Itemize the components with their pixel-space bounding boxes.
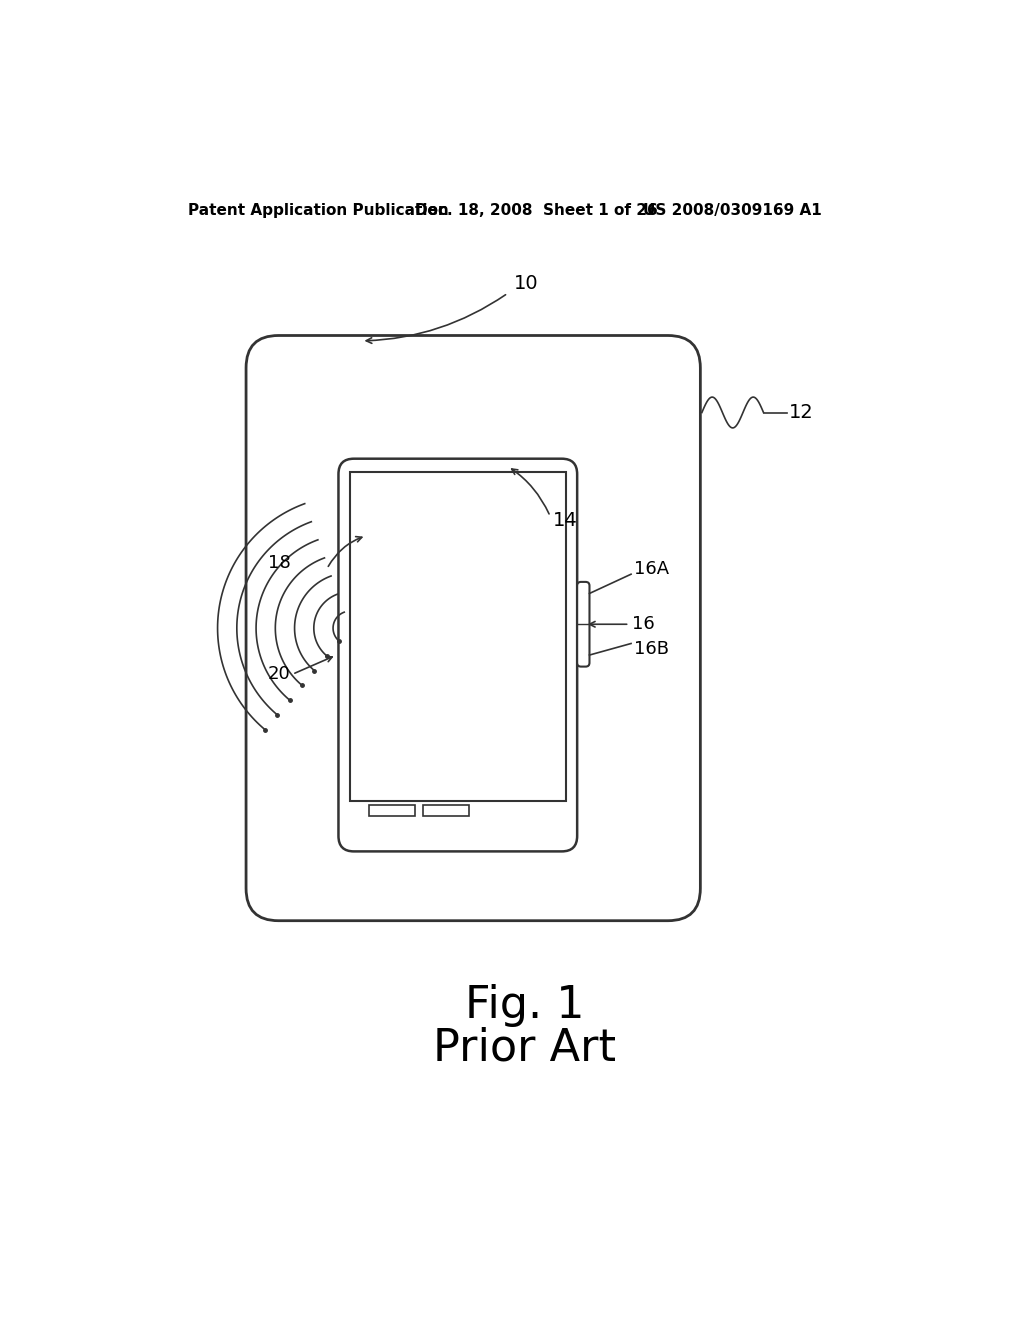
Text: 16B: 16B xyxy=(634,640,669,657)
Text: Fig. 1: Fig. 1 xyxy=(465,983,585,1027)
Text: 20: 20 xyxy=(268,665,291,684)
Text: 16A: 16A xyxy=(634,560,670,578)
FancyBboxPatch shape xyxy=(578,582,590,667)
FancyBboxPatch shape xyxy=(246,335,700,921)
Bar xyxy=(423,805,469,816)
Text: Prior Art: Prior Art xyxy=(433,1026,616,1069)
Bar xyxy=(370,805,416,816)
Text: 18: 18 xyxy=(268,553,291,572)
Text: Patent Application Publication: Patent Application Publication xyxy=(188,203,450,218)
Text: Dec. 18, 2008  Sheet 1 of 26: Dec. 18, 2008 Sheet 1 of 26 xyxy=(416,203,658,218)
Bar xyxy=(350,471,565,801)
Text: 14: 14 xyxy=(553,511,578,531)
Text: US 2008/0309169 A1: US 2008/0309169 A1 xyxy=(643,203,821,218)
Text: 10: 10 xyxy=(514,275,539,293)
Text: 16: 16 xyxy=(632,615,654,634)
FancyBboxPatch shape xyxy=(339,459,578,851)
Text: 12: 12 xyxy=(788,403,814,422)
